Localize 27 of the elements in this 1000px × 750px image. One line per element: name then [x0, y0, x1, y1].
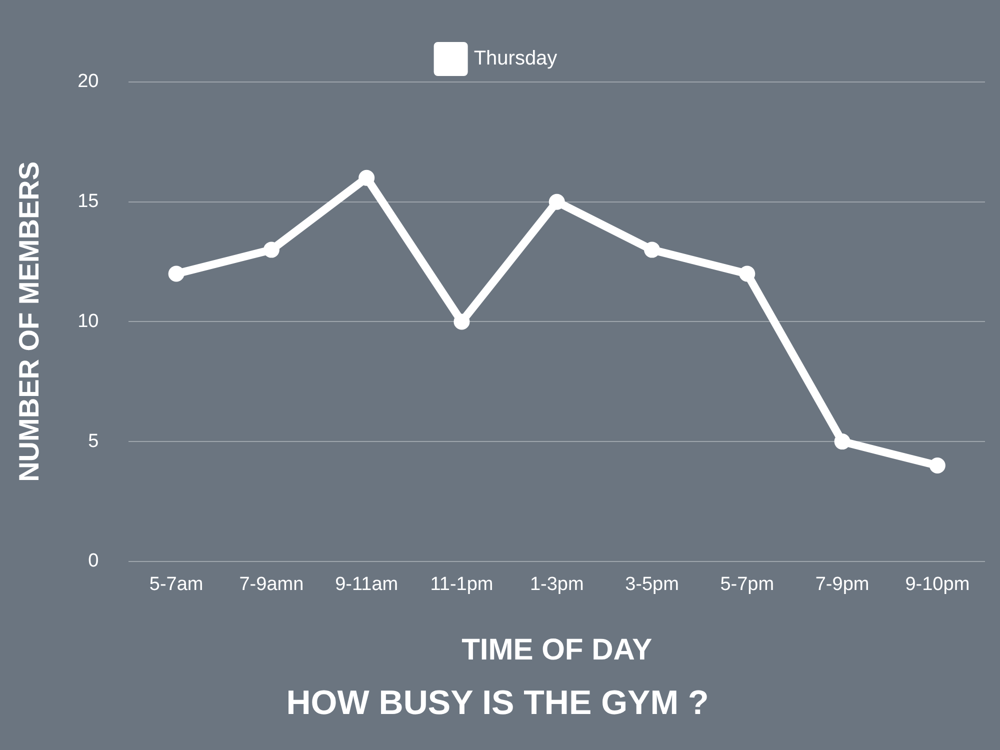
- x-tick-label: 5-7pm: [720, 574, 774, 596]
- point: [644, 242, 660, 258]
- x-tick-label: 9-10pm: [905, 574, 970, 596]
- x-tick-label: 9-11am: [335, 574, 398, 596]
- x-axis-title: TIME OF DAY: [462, 633, 652, 666]
- point: [929, 458, 946, 474]
- point: [454, 314, 470, 330]
- legend-label: Thursday: [474, 48, 558, 70]
- x-tick-label: 5-7am: [149, 574, 204, 596]
- x-tick-label: 7-9pm: [815, 574, 870, 596]
- point: [358, 170, 375, 186]
- y-tick-label: 5: [88, 430, 99, 452]
- point: [739, 266, 756, 282]
- x-tick-label: 1-3pm: [530, 574, 584, 596]
- y-tick-label: 0: [88, 550, 99, 572]
- y-tick-label: 10: [78, 310, 99, 332]
- y-tick-label: 15: [78, 191, 99, 212]
- y-axis-title: NUMBER OF MEMBERS: [14, 161, 45, 482]
- y-tick-label: 20: [78, 71, 99, 92]
- point: [168, 266, 184, 282]
- point: [263, 242, 280, 258]
- x-tick-label: 7-9amn: [239, 574, 304, 596]
- x-tick-label: 3-5pm: [625, 574, 679, 596]
- point: [834, 434, 850, 450]
- point: [548, 194, 565, 210]
- text: HOW BUSY IS THE GYM ?: [286, 684, 709, 722]
- x-tick-label: 11-1pm: [430, 574, 494, 596]
